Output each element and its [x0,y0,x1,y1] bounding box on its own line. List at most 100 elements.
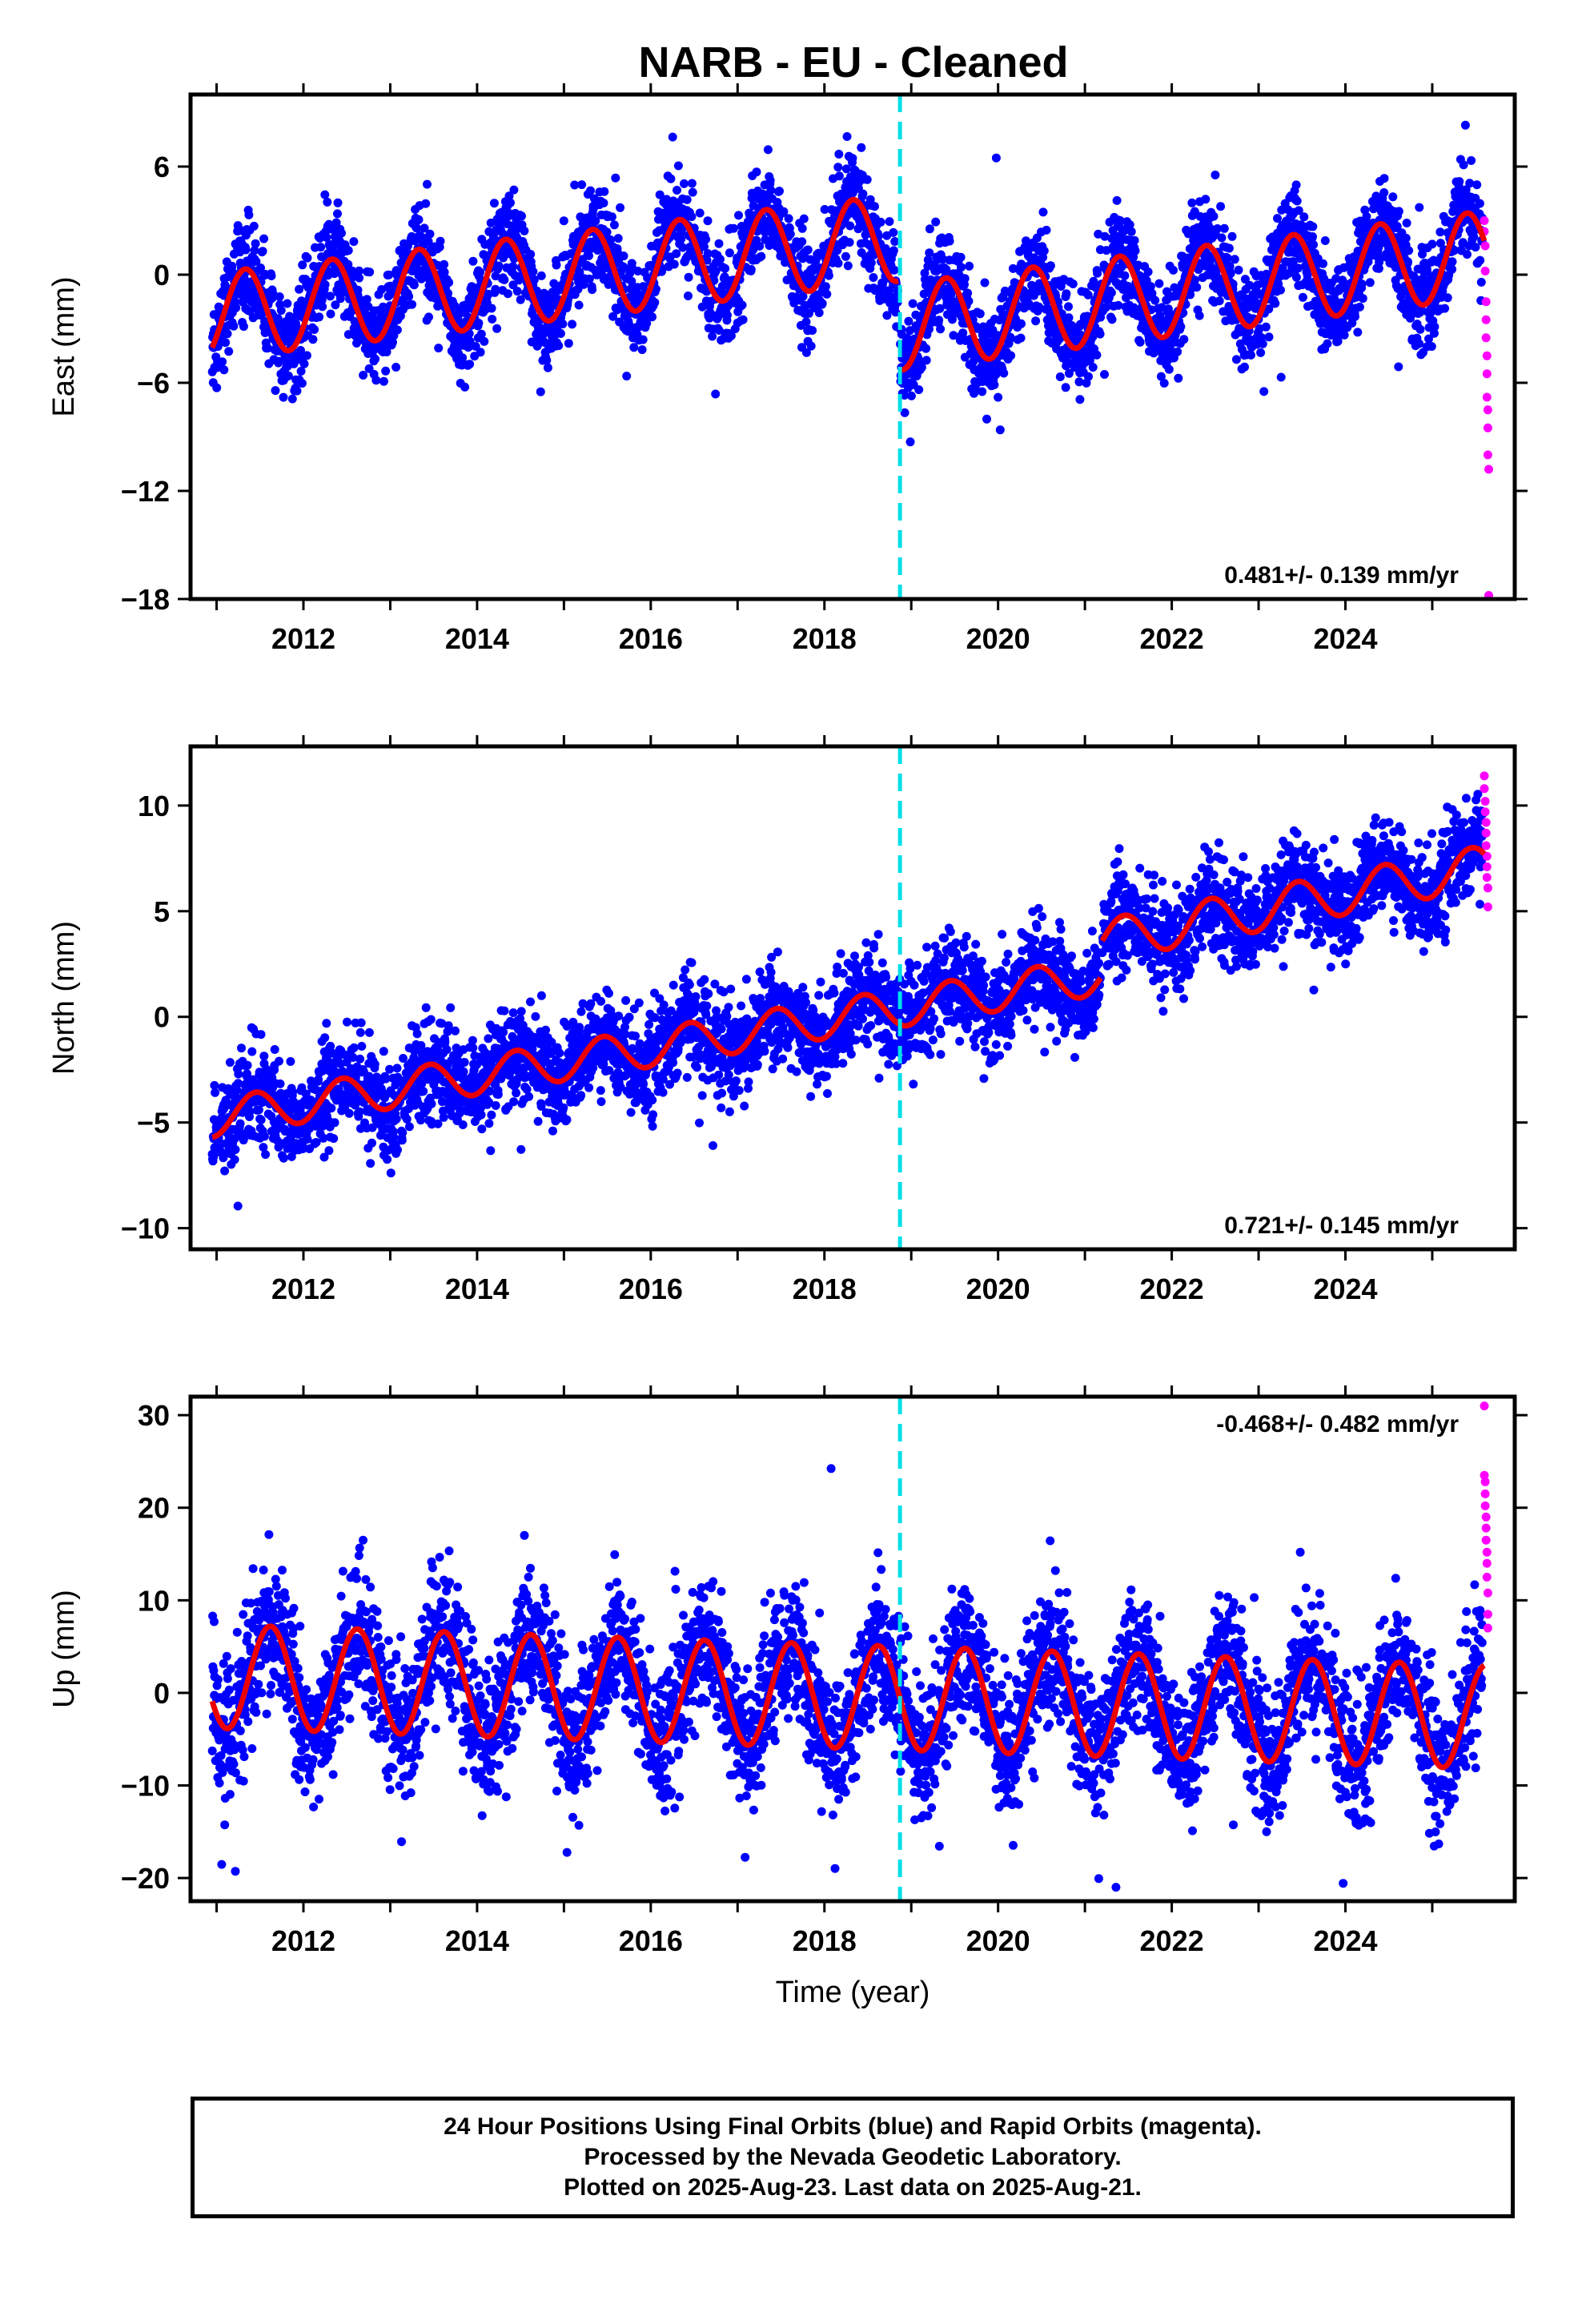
final-orbit-point [1259,387,1269,396]
final-orbit-point [393,1145,402,1155]
final-orbit-point [1088,363,1098,372]
final-orbit-point [734,211,743,220]
final-orbit-point [824,271,833,280]
final-orbit-point [1323,339,1332,348]
final-orbit-point [211,1088,220,1097]
final-orbit-point [1465,179,1475,188]
final-orbit-point [292,386,302,396]
rapid-orbit-point [1483,423,1492,432]
final-orbit-point [925,224,934,234]
final-orbit-point [914,385,924,395]
final-orbit-point [1308,222,1318,231]
final-orbit-point [1273,214,1282,223]
final-orbit-point [904,316,913,326]
final-orbit-point [1064,302,1073,312]
final-orbit-point [355,1027,365,1037]
final-orbit-point [420,223,429,233]
final-orbit-point [921,356,931,365]
rapid-orbit-point [1481,333,1491,343]
final-orbit-point [1234,265,1243,275]
final-orbit-point [508,280,518,290]
final-orbit-point [384,270,394,279]
final-orbit-point [460,382,470,392]
final-orbit-point [1114,300,1123,310]
final-orbit-point [1476,255,1485,265]
final-orbit-point [383,1155,392,1164]
final-orbit-point [564,339,573,348]
final-orbit-point [1443,293,1452,303]
final-orbit-point [1365,278,1375,287]
final-orbit-point [491,271,500,281]
final-orbit-point [1423,267,1432,276]
final-orbit-point [613,234,623,243]
final-orbit-point [700,242,709,251]
final-orbit-point [250,246,259,255]
final-orbit-point [536,387,545,396]
final-orbit-point [327,1104,336,1113]
final-orbit-point [870,202,879,211]
final-orbit-point [270,1045,279,1054]
final-orbit-point [1415,339,1424,348]
final-orbit-point [738,315,748,324]
final-orbit-point [1230,255,1239,264]
final-orbit-point [616,203,625,212]
panel-east: 2012 2014 2016 2018 2020 2022 202460−6−12−18Ea… [47,83,1528,655]
final-orbit-point [488,315,497,324]
final-orbit-point [267,271,276,280]
final-orbit-point [224,347,234,356]
final-orbit-point [1061,383,1070,392]
final-orbit-point [619,251,628,261]
final-orbit-point [517,211,526,221]
final-orbit-point [404,292,414,301]
final-orbit-point [1215,296,1224,306]
final-orbit-point [283,299,292,308]
final-orbit-point [1450,246,1460,255]
final-orbit-point [1192,283,1202,292]
final-orbit-point [752,167,761,177]
final-orbit-point [310,325,319,334]
final-orbit-point [1320,236,1330,245]
final-orbit-point [220,1166,230,1176]
final-orbit-point [1459,160,1468,170]
final-orbit-point [1298,292,1307,302]
final-orbit-point [333,198,343,207]
final-orbit-point [1211,171,1220,179]
final-orbit-point [1447,264,1457,274]
final-orbit-point [1173,347,1182,356]
final-orbit-point [1353,328,1363,337]
final-orbit-point [1159,379,1169,388]
final-orbit-point [320,1033,330,1043]
final-orbit-point [303,253,312,263]
final-orbit-point [1240,362,1249,372]
final-orbit-point [357,1042,367,1051]
final-orbit-point [1031,316,1041,326]
final-orbit-point [907,391,916,400]
final-orbit-point [1223,254,1232,263]
final-orbit-point [588,285,597,295]
final-orbit-point [673,161,683,171]
final-orbit-point [381,366,391,376]
final-orbit-point [251,239,260,248]
final-orbit-point [359,371,368,380]
final-orbit-point [279,1153,288,1163]
final-orbit-point [379,376,388,386]
rapid-orbit-point [1482,351,1492,360]
final-orbit-point [648,312,656,322]
final-orbit-point [1017,319,1026,328]
final-orbit-point [949,331,958,340]
final-orbit-point [343,1017,351,1027]
final-orbit-point [1201,195,1211,204]
final-orbit-point [978,387,987,396]
final-orbit-point [814,308,824,317]
final-orbit-point [726,331,736,340]
final-orbit-point [695,208,705,218]
final-orbit-point [938,255,948,264]
final-orbit-point [1187,198,1197,207]
final-orbit-point [963,288,973,298]
final-orbit-point [1467,156,1476,165]
final-orbit-point [1401,233,1411,243]
final-orbit-point [1147,288,1157,298]
final-orbit-point [1126,227,1136,236]
final-orbit-point [820,205,829,214]
